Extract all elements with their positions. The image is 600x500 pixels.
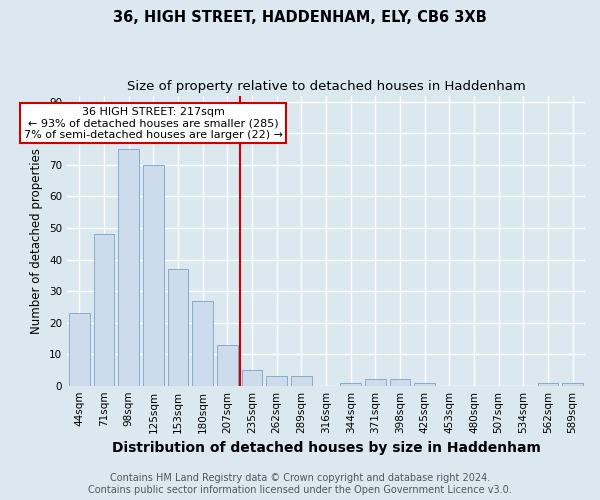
Bar [291, 376, 312, 386]
Bar [217, 344, 238, 386]
Text: 36 HIGH STREET: 217sqm
← 93% of detached houses are smaller (285)
7% of semi-det: 36 HIGH STREET: 217sqm ← 93% of detached… [24, 106, 283, 140]
Bar [414, 382, 435, 386]
Bar [242, 370, 262, 386]
X-axis label: Distribution of detached houses by size in Haddenham: Distribution of detached houses by size … [112, 441, 541, 455]
Bar [118, 149, 139, 386]
Y-axis label: Number of detached properties: Number of detached properties [31, 148, 43, 334]
Bar [538, 382, 559, 386]
Bar [340, 382, 361, 386]
Bar [69, 313, 90, 386]
Bar [266, 376, 287, 386]
Text: Contains HM Land Registry data © Crown copyright and database right 2024.
Contai: Contains HM Land Registry data © Crown c… [88, 474, 512, 495]
Title: Size of property relative to detached houses in Haddenham: Size of property relative to detached ho… [127, 80, 526, 93]
Bar [167, 269, 188, 386]
Bar [143, 165, 164, 386]
Bar [365, 380, 386, 386]
Bar [192, 300, 213, 386]
Bar [94, 234, 115, 386]
Bar [389, 380, 410, 386]
Bar [562, 382, 583, 386]
Text: 36, HIGH STREET, HADDENHAM, ELY, CB6 3XB: 36, HIGH STREET, HADDENHAM, ELY, CB6 3XB [113, 10, 487, 25]
